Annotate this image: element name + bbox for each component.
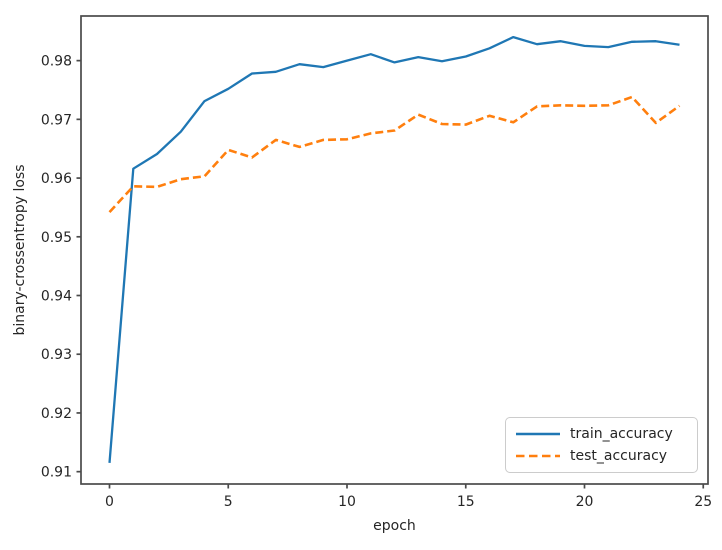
train-line-sample-icon [516, 433, 560, 436]
svg-text:0: 0 [105, 494, 114, 510]
legend-item-test: test_accuracy [506, 449, 697, 463]
legend-label-train: train_accuracy [570, 426, 673, 443]
svg-text:0.93: 0.93 [41, 347, 72, 363]
svg-text:10: 10 [338, 494, 356, 510]
test-line-sample-icon [516, 454, 560, 457]
svg-text:25: 25 [694, 494, 712, 510]
svg-text:0.92: 0.92 [41, 406, 72, 422]
svg-text:0.97: 0.97 [41, 112, 72, 128]
svg-text:5: 5 [224, 494, 233, 510]
svg-text:0.91: 0.91 [41, 465, 72, 481]
svg-text:0.94: 0.94 [41, 289, 72, 305]
svg-text:0.98: 0.98 [41, 54, 72, 70]
svg-text:0.96: 0.96 [41, 171, 72, 187]
svg-text:15: 15 [457, 494, 475, 510]
y-axis-label: binary-crossentropy loss [12, 164, 28, 336]
svg-text:0.95: 0.95 [41, 230, 72, 246]
legend-label-test: test_accuracy [570, 447, 668, 464]
x-axis-label: epoch [373, 518, 416, 534]
legend-item-train: train_accuracy [506, 427, 697, 441]
legend: train_accuracy test_accuracy [505, 417, 698, 473]
svg-text:20: 20 [576, 494, 594, 510]
